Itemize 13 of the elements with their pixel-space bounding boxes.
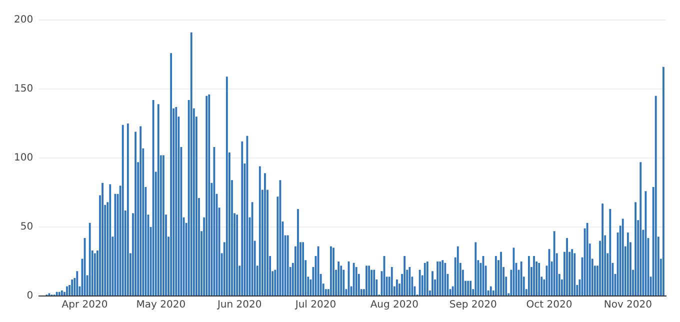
x-tick-label: Aug 2020 xyxy=(370,300,418,311)
x-tick-label: Apr 2020 xyxy=(62,300,108,311)
y-tick-label: 100 xyxy=(14,152,34,164)
x-tick-label: Nov 2020 xyxy=(604,300,652,311)
x-tick-label: May 2020 xyxy=(136,300,186,311)
x-tick-label: Sep 2020 xyxy=(449,300,497,311)
y-tick-label: 200 xyxy=(14,14,34,26)
y-tick-label: 0 xyxy=(26,290,34,302)
x-tick-label: Oct 2020 xyxy=(526,300,572,311)
y-tick-label: 150 xyxy=(14,84,34,95)
x-tick-label: Jul 2020 xyxy=(294,300,336,311)
x-tick-label: Jun 2020 xyxy=(216,300,262,311)
y-tick-label: 50 xyxy=(20,222,34,233)
